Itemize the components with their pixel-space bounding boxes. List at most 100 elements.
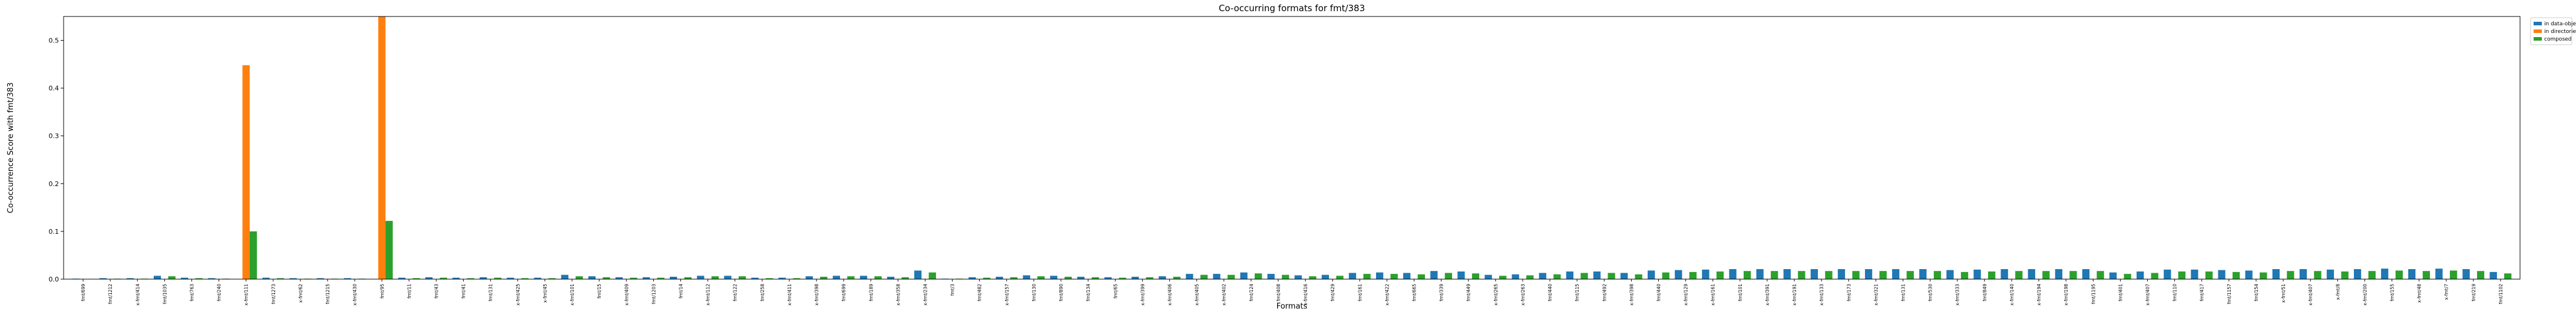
bar bbox=[887, 276, 895, 279]
bar bbox=[1879, 271, 1887, 279]
bar bbox=[1648, 270, 1655, 279]
x-tick-label: fmt/417 bbox=[2200, 284, 2205, 302]
bar bbox=[2232, 271, 2240, 279]
x-tick-label: fmt/763 bbox=[190, 284, 195, 302]
x-tick-label: x-fmt/140 bbox=[2009, 284, 2015, 306]
bar bbox=[452, 277, 460, 279]
bar bbox=[1906, 271, 1914, 279]
y-axis: 0.0 0.1 0.2 0.3 0.4 0.5 bbox=[49, 37, 64, 283]
x-tick-label: x-fmt/8 bbox=[2335, 284, 2340, 300]
x-tick-label: x-fmt/129 bbox=[1684, 284, 1689, 306]
x-tick-label: fmt/849 bbox=[1982, 284, 1988, 302]
x-tick-label: x-fmt/407 bbox=[2308, 284, 2313, 306]
bar bbox=[1309, 276, 1317, 279]
bars bbox=[72, 16, 2512, 279]
bar bbox=[2368, 271, 2376, 279]
bar bbox=[1471, 273, 1480, 279]
x-tick-label: fmt/43 bbox=[434, 284, 439, 299]
bar bbox=[1892, 269, 1900, 279]
x-tick-label: fmt/110 bbox=[2172, 284, 2178, 302]
x-tick-label: fmt/699 bbox=[81, 284, 86, 302]
bar bbox=[2449, 270, 2458, 279]
x-tick-label: x-fmt/414 bbox=[135, 284, 140, 306]
x-tick-label: fmt/258 bbox=[760, 284, 765, 302]
x-tick-label: x-fmt/398 bbox=[1629, 284, 1634, 306]
bar bbox=[1608, 273, 1615, 279]
bar bbox=[1933, 271, 1942, 279]
x-tick-label: fmt/155 bbox=[2390, 284, 2395, 302]
bar bbox=[548, 278, 556, 279]
bar bbox=[2272, 269, 2280, 279]
x-tick-label: x-fmt/198 bbox=[2064, 284, 2069, 306]
bar bbox=[1213, 274, 1221, 279]
bar bbox=[1635, 274, 1642, 279]
x-tick-label: fmt/401 bbox=[2118, 284, 2123, 302]
bar bbox=[2096, 271, 2104, 279]
bar bbox=[494, 277, 502, 279]
bar bbox=[832, 276, 841, 279]
x-tick-label: x-fmt/263 bbox=[1520, 284, 1526, 306]
x-tick-label: x-fmt/133 bbox=[1819, 284, 1824, 306]
bar bbox=[1798, 271, 1805, 279]
y-tick-label: 0.5 bbox=[49, 37, 59, 45]
bar bbox=[711, 276, 719, 279]
bar bbox=[874, 276, 882, 279]
bar bbox=[168, 276, 176, 279]
bar bbox=[2015, 271, 2023, 279]
bar bbox=[2326, 269, 2334, 279]
x-tick-label: x-fmt/48 bbox=[2417, 284, 2422, 303]
x-tick-label: x-fmt/45 bbox=[543, 284, 548, 303]
bar bbox=[2164, 269, 2171, 279]
x-tick-label: x-fmt/422 bbox=[1384, 284, 1390, 306]
x-tick-label: x-fmt/191 bbox=[1792, 284, 1797, 306]
bar bbox=[2435, 269, 2443, 279]
bar bbox=[642, 277, 650, 279]
bar bbox=[1403, 273, 1411, 279]
x-tick-label: x-fmt/157 bbox=[1004, 284, 1010, 306]
bar bbox=[439, 277, 447, 279]
bar bbox=[2205, 271, 2213, 279]
bar bbox=[847, 276, 855, 279]
bar bbox=[1444, 273, 1453, 279]
x-tick-label: x-fmt/161 bbox=[1711, 284, 1716, 306]
x-tick-label: fmt/3 bbox=[950, 284, 955, 296]
bar bbox=[1484, 274, 1492, 279]
bar bbox=[467, 278, 475, 279]
bar bbox=[615, 277, 623, 279]
bar bbox=[738, 276, 746, 279]
bar bbox=[1771, 271, 1778, 279]
bar bbox=[2353, 269, 2362, 279]
bar bbox=[1553, 274, 1561, 279]
x-tick-label: x-fmt/234 bbox=[923, 284, 928, 306]
bar bbox=[1159, 276, 1166, 279]
x-tick-label: x-fmt/425 bbox=[515, 284, 521, 306]
bar bbox=[1092, 277, 1099, 279]
x-tick-label: x-fmt/321 bbox=[1873, 284, 1879, 306]
x-tick-label: x-fmt/7 bbox=[2444, 284, 2449, 300]
bar bbox=[1240, 272, 1248, 279]
x-tick-label: x-fmt/200 bbox=[2362, 284, 2367, 306]
bar bbox=[1864, 269, 1873, 279]
bar bbox=[2000, 269, 2008, 279]
bar bbox=[412, 278, 420, 279]
bar bbox=[1716, 271, 1724, 279]
bar bbox=[793, 278, 801, 279]
bar bbox=[603, 277, 610, 279]
x-tick-label: fmt/429 bbox=[1330, 284, 1335, 302]
x-tick-label: fmt/65 bbox=[1113, 284, 1118, 299]
bar bbox=[1662, 272, 1669, 279]
bar bbox=[378, 16, 386, 279]
chart-title: Co-occurring formats for fmt/383 bbox=[1219, 3, 1365, 14]
legend-label: in directories bbox=[2544, 29, 2576, 35]
x-tick-label: fmt/11 bbox=[406, 284, 412, 299]
x-tick-label: x-fmt/430 bbox=[352, 284, 358, 306]
x-tick-label: fmt/482 bbox=[977, 284, 983, 302]
x-tick-label: x-fmt/51 bbox=[2281, 284, 2286, 303]
x-tick-label: fmt/665 bbox=[1412, 284, 1417, 302]
x-tick-label: fmt/1195 bbox=[2091, 284, 2096, 304]
x-tick-label: x-fmt/402 bbox=[1222, 284, 1227, 306]
bar bbox=[1417, 274, 1425, 279]
x-tick-label: fmt/15 bbox=[597, 284, 602, 299]
bar bbox=[1973, 269, 1981, 279]
x-tick-label: fmt/130 bbox=[1031, 284, 1037, 302]
